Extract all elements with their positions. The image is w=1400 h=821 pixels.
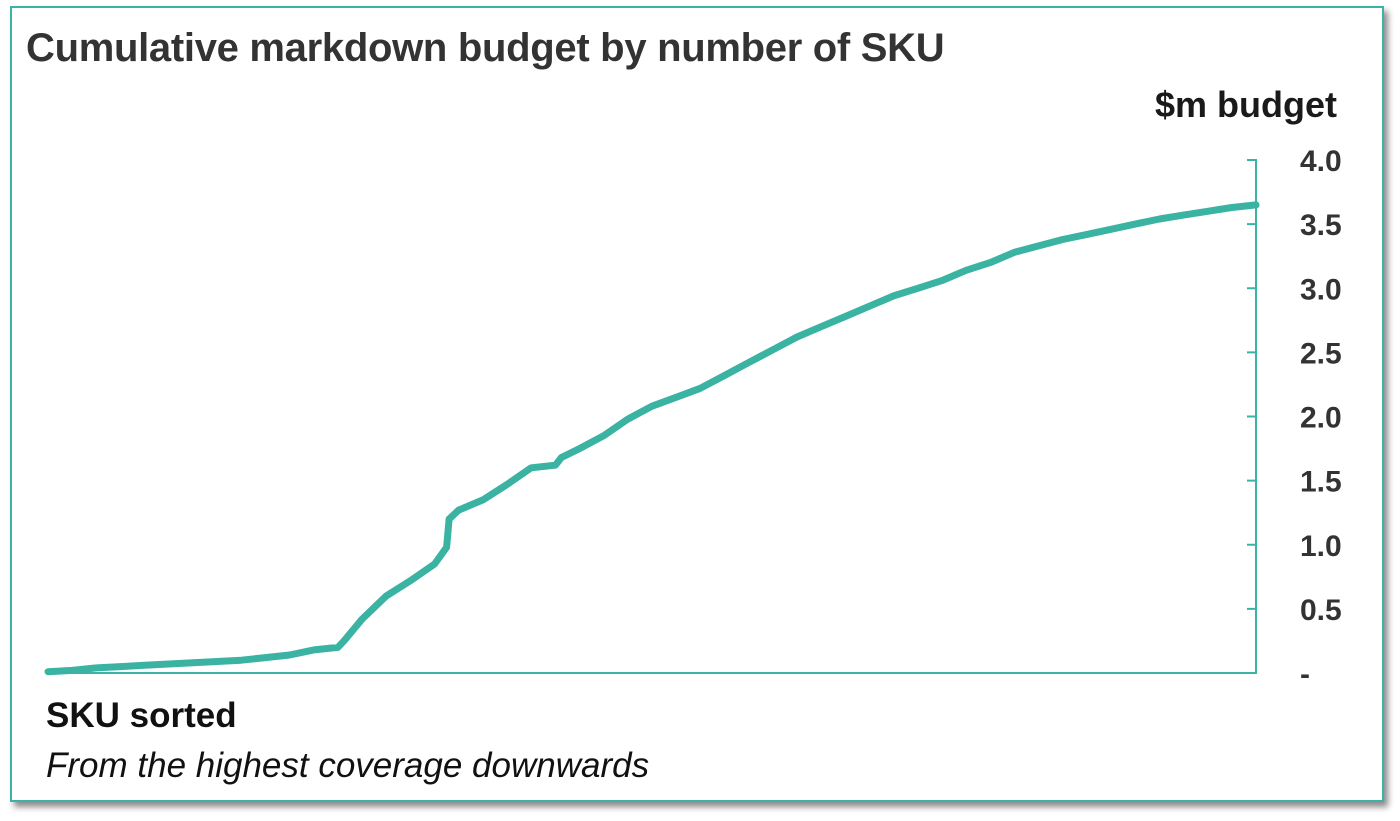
y-tick-label: 2.0	[1300, 402, 1342, 435]
chart-card: Cumulative markdown budget by number of …	[10, 6, 1384, 802]
y-tick-label: 4.0	[1300, 145, 1342, 178]
y-tick-label: 3.0	[1300, 273, 1342, 306]
y-tick-label: 1.0	[1300, 530, 1342, 563]
y-tick-label: -	[1300, 658, 1310, 691]
y-axis-label: $m budget	[1154, 84, 1337, 125]
y-tick-label: 3.5	[1300, 209, 1342, 242]
y-tick-label: 2.5	[1300, 337, 1342, 370]
series-line	[44, 201, 1260, 676]
y-tick-label: 1.5	[1300, 466, 1342, 499]
x-axis-note: From the highest coverage downwards	[46, 746, 650, 785]
chart-plot: - 0.5 1.0 1.5 2.0 2.5 3.0 3.5 4.0	[44, 145, 1342, 691]
y-tick-label: 0.5	[1300, 594, 1342, 627]
y-axis-ticks: - 0.5 1.0 1.5 2.0 2.5 3.0 3.5 4.0	[1247, 145, 1342, 691]
x-axis-label: SKU sorted	[46, 696, 237, 735]
chart-title: Cumulative markdown budget by number of …	[26, 26, 945, 70]
